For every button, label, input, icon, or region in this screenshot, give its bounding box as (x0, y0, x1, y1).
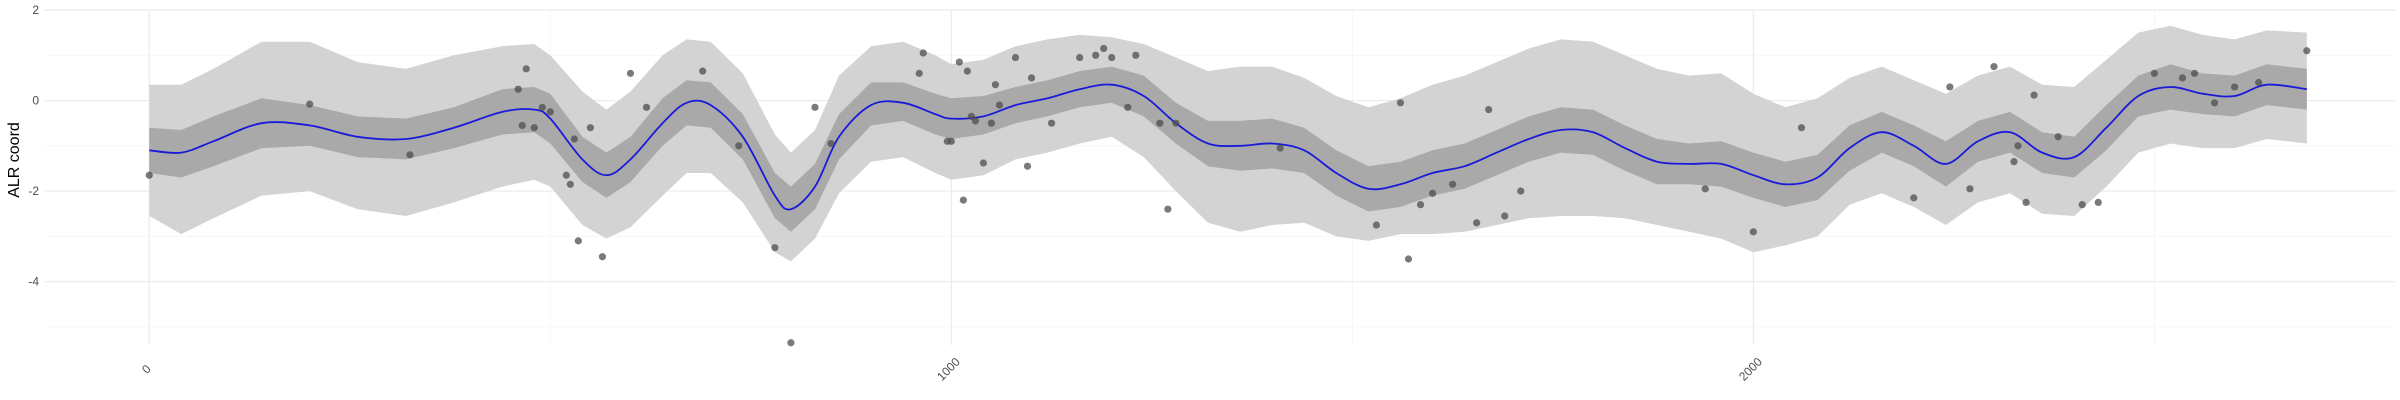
data-point (1701, 185, 1709, 193)
data-point (947, 137, 955, 145)
data-point (598, 253, 607, 261)
x-axis-ticks: 0 1000 2000 (139, 355, 1765, 384)
data-point (1517, 187, 1525, 195)
data-point (1910, 194, 1918, 202)
data-point (2030, 91, 2038, 99)
data-point (1990, 62, 1998, 71)
data-point (1124, 103, 1132, 111)
data-point (530, 124, 538, 132)
data-point (919, 49, 927, 57)
data-point (1027, 74, 1036, 82)
data-point (1047, 119, 1056, 127)
y-tick-label: 2 (32, 3, 39, 17)
data-point (2190, 69, 2199, 77)
y-axis-title: ALR coord (6, 122, 23, 198)
data-point (2078, 201, 2086, 209)
data-point (1108, 53, 1116, 62)
data-point (1404, 255, 1413, 263)
data-point (987, 119, 996, 127)
data-point (735, 142, 743, 150)
data-point (570, 135, 578, 143)
data-point (2150, 69, 2158, 77)
data-point (1092, 51, 1100, 59)
data-point (991, 81, 1000, 89)
data-point (1473, 219, 1481, 227)
data-point (1485, 105, 1493, 114)
data-point (2210, 99, 2219, 107)
data-point (1172, 119, 1180, 127)
data-point (1023, 162, 1032, 170)
data-point (811, 103, 819, 111)
inner-credible-band (149, 64, 2307, 232)
data-point (1372, 221, 1380, 229)
data-point (1797, 124, 1806, 132)
data-point (2255, 78, 2263, 87)
data-point (2022, 198, 2030, 206)
data-point (1100, 44, 1108, 53)
data-point (1946, 83, 1954, 91)
data-point (979, 159, 987, 167)
bands (149, 25, 2307, 262)
data-point (827, 139, 835, 148)
data-point (915, 69, 923, 77)
data-point (546, 108, 554, 116)
data-point (2303, 47, 2311, 55)
data-point (963, 67, 971, 75)
data-point (306, 100, 314, 108)
data-point (995, 101, 1004, 109)
data-point (574, 237, 582, 245)
data-point (2054, 133, 2062, 141)
data-point (2230, 83, 2239, 91)
x-tick-label: 2000 (1736, 355, 1765, 384)
y-tick-label: -4 (28, 275, 39, 289)
data-point (566, 180, 574, 188)
x-tick-label: 0 (139, 362, 154, 377)
data-point (787, 339, 795, 347)
data-point (406, 151, 414, 159)
observation-points (145, 44, 2311, 347)
data-point (1164, 205, 1172, 213)
data-point (626, 69, 635, 77)
data-point (586, 124, 594, 132)
data-point (538, 103, 546, 111)
data-point (2178, 74, 2187, 82)
data-point (1448, 180, 1457, 188)
data-point (1011, 53, 1020, 62)
data-point (518, 121, 526, 130)
data-point (955, 58, 963, 66)
data-point (1132, 51, 1140, 59)
data-point (1416, 201, 1425, 209)
data-point (971, 117, 979, 125)
y-axis-ticks: 2 0 -2 -4 (28, 3, 39, 289)
data-point (1276, 144, 1284, 152)
data-point (145, 171, 153, 179)
data-point (2014, 142, 2022, 150)
data-point (522, 65, 530, 73)
data-point (2094, 198, 2102, 206)
mean-line (149, 83, 2307, 211)
x-tick-label: 1000 (934, 355, 963, 384)
mean-line-layer (149, 83, 2307, 211)
data-point (562, 171, 570, 179)
data-point (1501, 212, 1509, 220)
data-point (1428, 189, 1437, 197)
data-point (771, 244, 779, 252)
data-point (2010, 158, 2018, 166)
data-point (1396, 99, 1405, 107)
data-point (959, 196, 967, 204)
y-tick-label: 0 (32, 94, 39, 108)
data-point (1156, 119, 1164, 127)
data-point (699, 67, 707, 75)
data-point (1076, 53, 1084, 62)
data-point (514, 85, 522, 93)
data-point (1966, 185, 1974, 193)
data-point (642, 103, 651, 111)
data-point (1749, 228, 1757, 236)
y-tick-label: -2 (28, 184, 39, 198)
